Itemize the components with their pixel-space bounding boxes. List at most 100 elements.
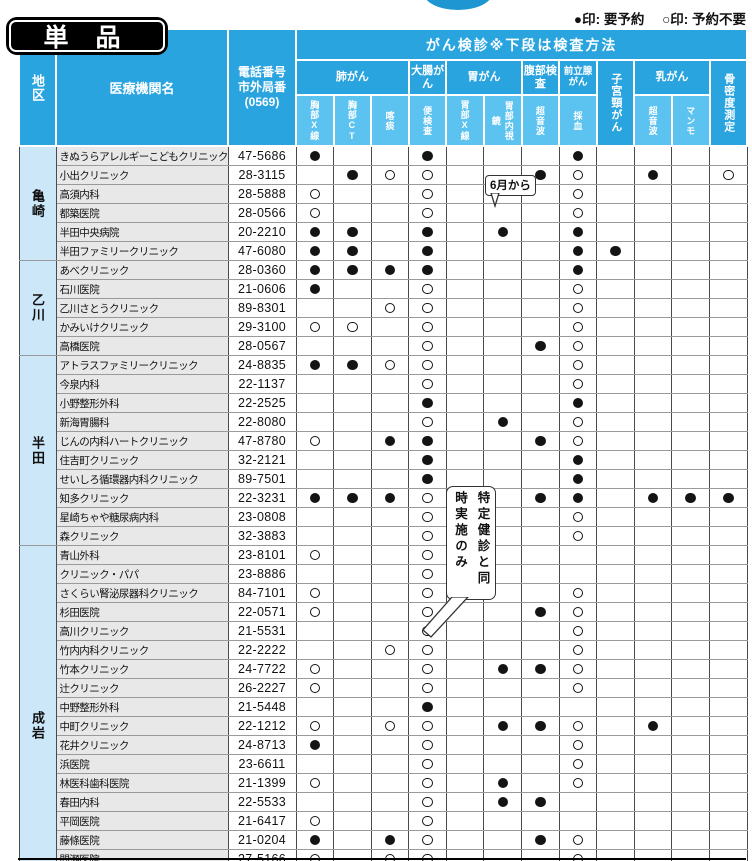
screening-mark-cell — [596, 203, 635, 223]
mark-open — [572, 834, 584, 846]
screening-mark-cell — [633, 222, 673, 242]
mark-open — [572, 739, 584, 751]
screening-mark-cell — [521, 754, 560, 774]
mark-filled — [572, 454, 584, 466]
screening-mark-cell — [671, 241, 711, 261]
screening-mark-cell — [671, 431, 711, 451]
screening-mark-cell — [483, 469, 523, 489]
mark-open — [572, 207, 584, 219]
screening-mark-cell — [483, 697, 523, 717]
screening-mark-cell — [633, 469, 673, 489]
screening-mark-cell — [558, 526, 598, 546]
phone-number: 20-2210 — [227, 222, 297, 242]
mark-open — [422, 853, 433, 861]
screening-mark-cell — [596, 754, 635, 774]
screening-mark-cell — [633, 203, 673, 223]
mark-filled — [497, 777, 509, 789]
screening-mark-cell — [596, 583, 635, 603]
screening-mark-cell — [333, 602, 372, 622]
screening-mark-cell — [521, 507, 560, 527]
mark-open — [422, 302, 433, 314]
screening-mark-cell — [408, 469, 447, 489]
screening-mark-cell — [633, 678, 673, 698]
legend-filled: ●印: 要予約 — [573, 12, 645, 27]
screening-mark-cell — [709, 602, 748, 622]
screening-mark-cell — [445, 735, 485, 755]
screening-mark-cell — [558, 317, 598, 337]
table-row: 杉田医院 22-0571 — [19, 602, 748, 622]
screening-mark-cell — [445, 145, 485, 166]
district-label: 半田 — [18, 355, 57, 546]
screening-mark-cell — [671, 374, 711, 394]
screening-mark-cell — [709, 241, 748, 261]
clinic-name: 花井クリニック — [55, 735, 229, 755]
screening-mark-cell — [558, 773, 598, 793]
screening-mark-cell — [633, 260, 673, 280]
phone-number: 21-0606 — [227, 279, 297, 299]
mark-open — [572, 378, 584, 390]
screening-mark-cell — [408, 773, 447, 793]
screening-mark-cell — [633, 526, 673, 546]
screening-mark-cell — [633, 393, 673, 413]
clinic-name: かみいけクリニック — [55, 317, 229, 337]
screening-mark-cell — [558, 830, 598, 850]
screening-mark-cell — [295, 355, 335, 375]
screening-mark-cell — [333, 203, 372, 223]
mark-open — [422, 321, 433, 333]
clinic-name: 今泉内科 — [55, 374, 229, 394]
screening-mark-cell — [408, 412, 447, 432]
screening-mark-cell — [709, 621, 748, 641]
screening-mark-cell — [370, 241, 410, 261]
mark-open — [572, 720, 584, 732]
group-breast: 乳がん — [633, 59, 711, 96]
mark-filled — [347, 169, 358, 181]
screening-mark-cell — [445, 393, 485, 413]
screening-mark-cell — [709, 526, 748, 546]
phone-number: 23-6611 — [227, 754, 297, 774]
mark-filled — [422, 245, 433, 257]
mark-filled — [647, 492, 659, 504]
mark-filled — [497, 416, 509, 428]
mark-filled — [422, 397, 433, 409]
screening-mark-cell — [709, 165, 748, 185]
screening-mark-cell — [295, 507, 335, 527]
screening-mark-cell — [295, 145, 335, 166]
screening-mark-cell — [295, 697, 335, 717]
screening-mark-cell — [558, 640, 598, 660]
screening-mark-cell — [333, 165, 372, 185]
screening-mark-cell — [483, 279, 523, 299]
screening-mark-cell — [445, 165, 485, 185]
phone-number: 22-8080 — [227, 412, 297, 432]
screening-mark-cell — [521, 317, 560, 337]
phone-number: 23-8886 — [227, 564, 297, 584]
screening-mark-cell — [671, 583, 711, 603]
screening-mark-cell — [596, 279, 635, 299]
annotation-june-tail — [490, 193, 500, 209]
phone-number: 26-2227 — [227, 678, 297, 698]
mark-open — [384, 302, 396, 314]
method-chest-ct: 胸部CT — [332, 94, 373, 147]
screening-mark-cell — [558, 203, 598, 223]
screening-mark-cell — [633, 545, 673, 565]
screening-mark-cell — [370, 659, 410, 679]
screening-mark-cell — [408, 279, 447, 299]
mark-filled — [572, 473, 584, 485]
table-row: 高川クリニック 21-5531 — [19, 621, 748, 641]
screening-mark-cell — [558, 145, 598, 166]
clinic-name: 春田内科 — [55, 792, 229, 812]
phone-number: 23-0808 — [227, 507, 297, 527]
table-row: クリニック・パパ 23-8886 — [19, 564, 748, 584]
screening-mark-cell — [483, 298, 523, 318]
table-row: かみいけクリニック 29-3100 — [19, 317, 748, 337]
screening-mark-cell — [521, 811, 560, 831]
mark-open — [572, 606, 584, 618]
screening-mark-cell — [521, 241, 560, 261]
screening-mark-cell — [370, 545, 410, 565]
screening-mark-cell — [671, 355, 711, 375]
screening-mark-cell — [370, 811, 410, 831]
screening-mark-cell — [408, 507, 447, 527]
screening-mark-cell — [633, 507, 673, 527]
mark-open — [422, 359, 433, 371]
screening-mark-cell — [558, 507, 598, 527]
